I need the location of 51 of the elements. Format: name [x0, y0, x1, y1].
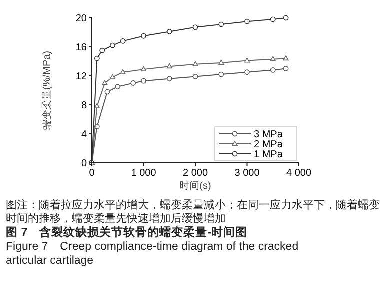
point: [141, 78, 146, 84]
text: 图 7 含裂纹缺损关节软骨的蠕变柔量-时间图: [6, 225, 248, 239]
x-tick-label: 0: [89, 168, 96, 179]
point: [120, 69, 126, 74]
text: Figure 7 Creep compliance-time diagram of the cracked articular cartilage: [6, 241, 299, 267]
point: [102, 80, 108, 86]
x-tick-label: 3 000: [234, 168, 260, 179]
point: [192, 74, 198, 80]
point: [218, 72, 224, 78]
point: [244, 18, 250, 24]
point: [94, 56, 100, 62]
text: 图注：随着拉应力水平的增大，蠕变柔量减小；在同一应力水平下，随着蠕变时间的推移，蠕变柔量先快速增加后缓慢增加: [6, 198, 380, 225]
point: [141, 33, 146, 39]
point: [166, 64, 172, 69]
point: [218, 60, 224, 65]
point: [244, 58, 250, 63]
legend-label: 1 MPa: [254, 150, 284, 160]
point: [270, 16, 276, 22]
point: [166, 76, 172, 82]
point: [244, 70, 250, 76]
point: [192, 24, 198, 30]
point: [192, 61, 198, 66]
y-tick-label: 16: [76, 42, 88, 54]
point: [130, 80, 136, 86]
x-tick-label: 4 000: [286, 168, 312, 179]
point: [270, 68, 276, 73]
point: [283, 15, 289, 21]
y-tick-label: 20: [76, 14, 88, 24]
point: [94, 103, 100, 108]
x-axis-title: 时间(s): [180, 180, 212, 192]
point: [140, 66, 147, 72]
y-axis-title: 蠕变柔量(%/MPa): [41, 51, 53, 130]
point: [104, 89, 110, 95]
point: [120, 38, 126, 44]
y-tick-label: 8: [81, 100, 88, 112]
point: [110, 42, 116, 48]
legend-label: 3 MPa: [254, 130, 284, 140]
x-tick-label: 1 000: [131, 168, 157, 179]
point: [218, 22, 224, 28]
point: [110, 74, 116, 80]
point: [270, 56, 276, 62]
point: [115, 84, 121, 90]
y-tick-label: 12: [76, 72, 88, 82]
point: [100, 48, 106, 54]
point: [166, 29, 172, 34]
y-tick-label: 0: [81, 158, 88, 170]
point: [283, 56, 289, 61]
point: [283, 66, 289, 72]
legend-label: 2 MPa: [254, 140, 284, 150]
x-tick-label: 2 000: [182, 168, 208, 179]
y-tick-label: 4: [81, 130, 88, 140]
